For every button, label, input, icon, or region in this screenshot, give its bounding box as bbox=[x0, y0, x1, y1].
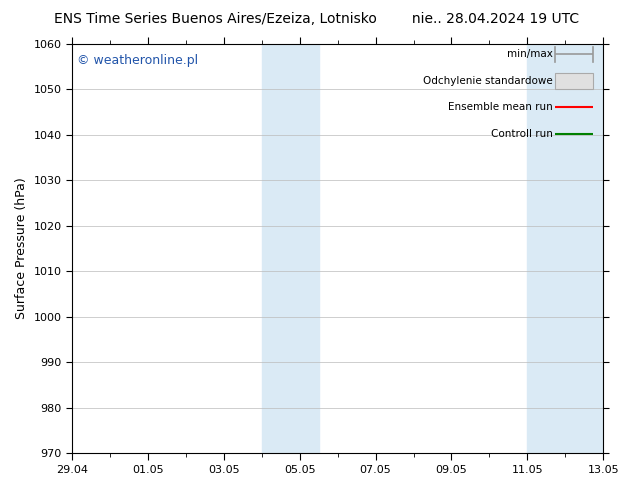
Text: © weatheronline.pl: © weatheronline.pl bbox=[77, 54, 198, 67]
Text: Ensemble mean run: Ensemble mean run bbox=[448, 102, 553, 112]
Bar bbox=[262, 44, 319, 453]
Text: min/max: min/max bbox=[507, 49, 553, 59]
Text: ENS Time Series Buenos Aires/Ezeiza, Lotnisko        nie.. 28.04.2024 19 UTC: ENS Time Series Buenos Aires/Ezeiza, Lot… bbox=[55, 12, 579, 26]
Text: Controll run: Controll run bbox=[491, 129, 553, 139]
Text: Odchylenie standardowe: Odchylenie standardowe bbox=[423, 76, 553, 86]
Bar bbox=[555, 73, 593, 89]
Bar bbox=[527, 44, 603, 453]
Y-axis label: Surface Pressure (hPa): Surface Pressure (hPa) bbox=[15, 178, 28, 319]
